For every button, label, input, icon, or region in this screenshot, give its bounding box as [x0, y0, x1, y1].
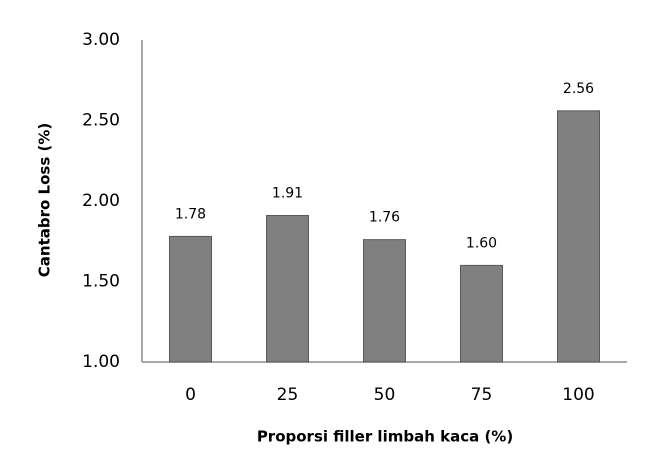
- x-tick-label: 25: [277, 385, 299, 405]
- x-tick-label: 75: [471, 385, 493, 405]
- value-label: 1.76: [369, 210, 400, 226]
- bar: [363, 239, 406, 363]
- x-tick-label: 0: [185, 385, 196, 405]
- value-label: 1.91: [272, 185, 303, 201]
- bar: [557, 110, 600, 363]
- bar: [266, 214, 309, 363]
- y-axis-title: Cantabro Loss (%): [36, 123, 54, 277]
- bar: [169, 235, 212, 363]
- y-tick-label: 1.50: [82, 272, 120, 292]
- x-tick-label: 100: [562, 385, 594, 405]
- y-tick-label: 2.50: [82, 111, 120, 131]
- value-label: 1.78: [175, 206, 206, 222]
- x-axis-title: Proporsi filler limbah kaca (%): [257, 428, 513, 446]
- x-tick-label: 50: [374, 385, 396, 405]
- y-tick-label: 3.00: [82, 30, 120, 50]
- bar: [460, 264, 503, 363]
- y-tick-label: 2.00: [82, 191, 120, 211]
- y-tick-label: 1.00: [82, 352, 120, 372]
- value-label: 1.60: [466, 235, 497, 251]
- value-label: 2.56: [563, 81, 594, 97]
